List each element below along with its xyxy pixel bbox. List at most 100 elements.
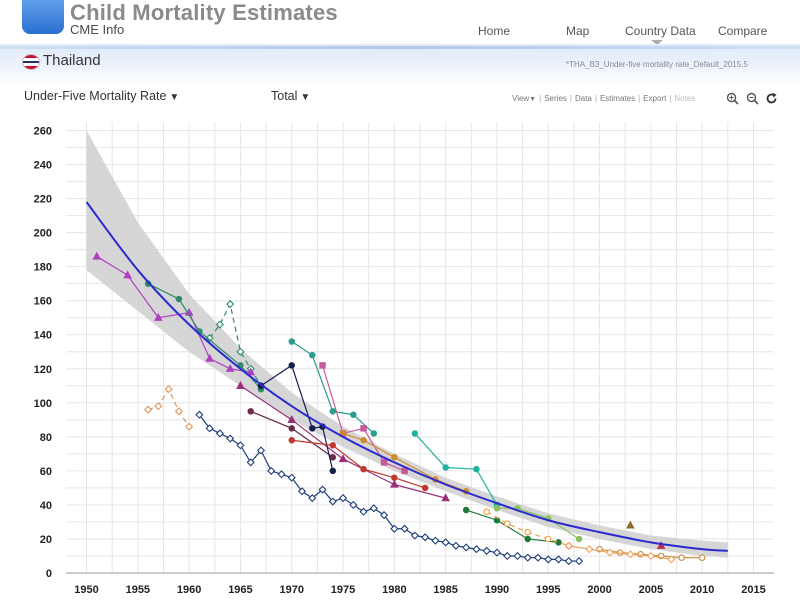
y-tick-label: 260 xyxy=(34,126,52,138)
data-point xyxy=(225,364,235,372)
x-tick-label: 2000 xyxy=(587,584,611,596)
data-point xyxy=(329,467,337,475)
data-series xyxy=(92,251,256,376)
data-point xyxy=(246,367,256,376)
data-point xyxy=(575,535,583,543)
app-title: Child Mortality Estimates xyxy=(70,0,338,25)
toolbar-series[interactable]: Series xyxy=(544,94,567,103)
toolbar-notes[interactable]: Notes xyxy=(674,94,696,103)
data-point xyxy=(605,548,614,557)
data-point xyxy=(410,531,419,540)
data-point xyxy=(329,454,337,461)
data-series xyxy=(247,408,337,461)
data-point xyxy=(236,381,245,389)
toolbar-view[interactable]: View xyxy=(512,94,530,103)
data-point xyxy=(462,506,470,514)
y-tick-label: 80 xyxy=(40,432,52,444)
chevron-down-icon: ▼ xyxy=(300,92,311,103)
chart-grid xyxy=(66,122,774,574)
country-name: Thailand xyxy=(43,52,101,69)
data-point xyxy=(646,551,655,561)
data-point xyxy=(626,550,635,559)
y-tick-label: 100 xyxy=(34,398,52,410)
data-point xyxy=(421,484,429,492)
y-tick-label: 40 xyxy=(40,500,52,512)
nav-home[interactable]: Home xyxy=(478,24,511,38)
data-point xyxy=(236,347,245,356)
series-line xyxy=(496,507,580,540)
data-point xyxy=(287,473,296,482)
uncertainty-band-layer xyxy=(86,130,728,558)
data-point xyxy=(319,362,326,369)
data-point xyxy=(185,422,194,431)
banner-line xyxy=(0,46,800,49)
data-point xyxy=(585,545,594,554)
nav-map[interactable]: Map xyxy=(566,24,590,38)
x-tick-label: 2010 xyxy=(690,584,714,596)
data-point xyxy=(287,415,297,423)
data-point xyxy=(154,312,163,321)
data-point xyxy=(451,541,460,550)
data-point xyxy=(329,408,337,415)
data-point xyxy=(328,497,337,506)
data-point xyxy=(380,511,389,520)
data-point xyxy=(524,535,531,543)
data-point xyxy=(616,549,624,556)
toolbar-export[interactable]: Export xyxy=(643,94,667,103)
data-point xyxy=(350,411,357,418)
x-tick-label: 1955 xyxy=(126,584,150,596)
data-point xyxy=(555,539,562,546)
data-point xyxy=(369,504,378,513)
toolbar-data[interactable]: Data xyxy=(574,94,592,103)
data-point xyxy=(247,408,254,415)
data-point xyxy=(401,467,408,475)
zoom-in-icon[interactable] xyxy=(726,92,739,105)
y-tick-label: 200 xyxy=(34,228,52,240)
data-point xyxy=(277,470,286,479)
header-banner xyxy=(0,44,800,84)
refresh-icon[interactable] xyxy=(765,92,778,105)
data-point xyxy=(380,459,388,466)
data-point xyxy=(288,362,295,369)
data-point xyxy=(164,385,173,394)
uncertainty-band xyxy=(86,130,728,558)
data-point xyxy=(297,487,307,496)
x-tick-label: 1965 xyxy=(228,584,252,596)
data-point xyxy=(360,465,367,473)
data-point xyxy=(564,557,573,566)
toolbar-estimates[interactable]: Estimates xyxy=(599,94,636,103)
data-point xyxy=(390,524,399,533)
data-point xyxy=(462,543,471,552)
x-tick-label: 1960 xyxy=(177,584,201,596)
nav-compare[interactable]: Compare xyxy=(718,24,768,38)
mortality-chart: 0 20 40 60 80 100 120 140 160 180 200 220 240 260 195… xyxy=(34,122,774,596)
data-point xyxy=(678,554,685,561)
data-point xyxy=(472,545,481,554)
x-tick-label: 1985 xyxy=(433,584,457,596)
data-point xyxy=(698,554,706,561)
data-point xyxy=(215,320,224,329)
data-point xyxy=(473,465,480,473)
data-point xyxy=(175,295,183,303)
data-series xyxy=(564,541,676,564)
zoom-out-icon[interactable] xyxy=(746,92,759,105)
indicator-label: Under-Five Mortality Rate xyxy=(24,89,167,103)
data-point xyxy=(226,434,235,443)
data-point xyxy=(503,520,511,527)
sex-dropdown[interactable]: Total ▼ xyxy=(271,89,310,103)
nav-country-data[interactable]: Country Data xyxy=(625,24,696,38)
data-point xyxy=(492,548,502,557)
cme-logo[interactable] xyxy=(22,0,64,34)
indicator-dropdown[interactable]: Under-Five Mortality Rate ▼ xyxy=(24,89,179,103)
chevron-down-icon: ▼ xyxy=(529,96,537,103)
data-point xyxy=(174,407,183,416)
data-point xyxy=(360,437,367,444)
y-tick-label: 180 xyxy=(34,262,52,274)
data-point xyxy=(421,533,430,542)
data-point xyxy=(308,494,317,503)
data-point xyxy=(564,541,573,550)
x-tick-label: 2015 xyxy=(741,584,765,596)
data-point xyxy=(329,442,337,449)
data-point xyxy=(524,528,531,536)
data-point xyxy=(205,424,214,433)
